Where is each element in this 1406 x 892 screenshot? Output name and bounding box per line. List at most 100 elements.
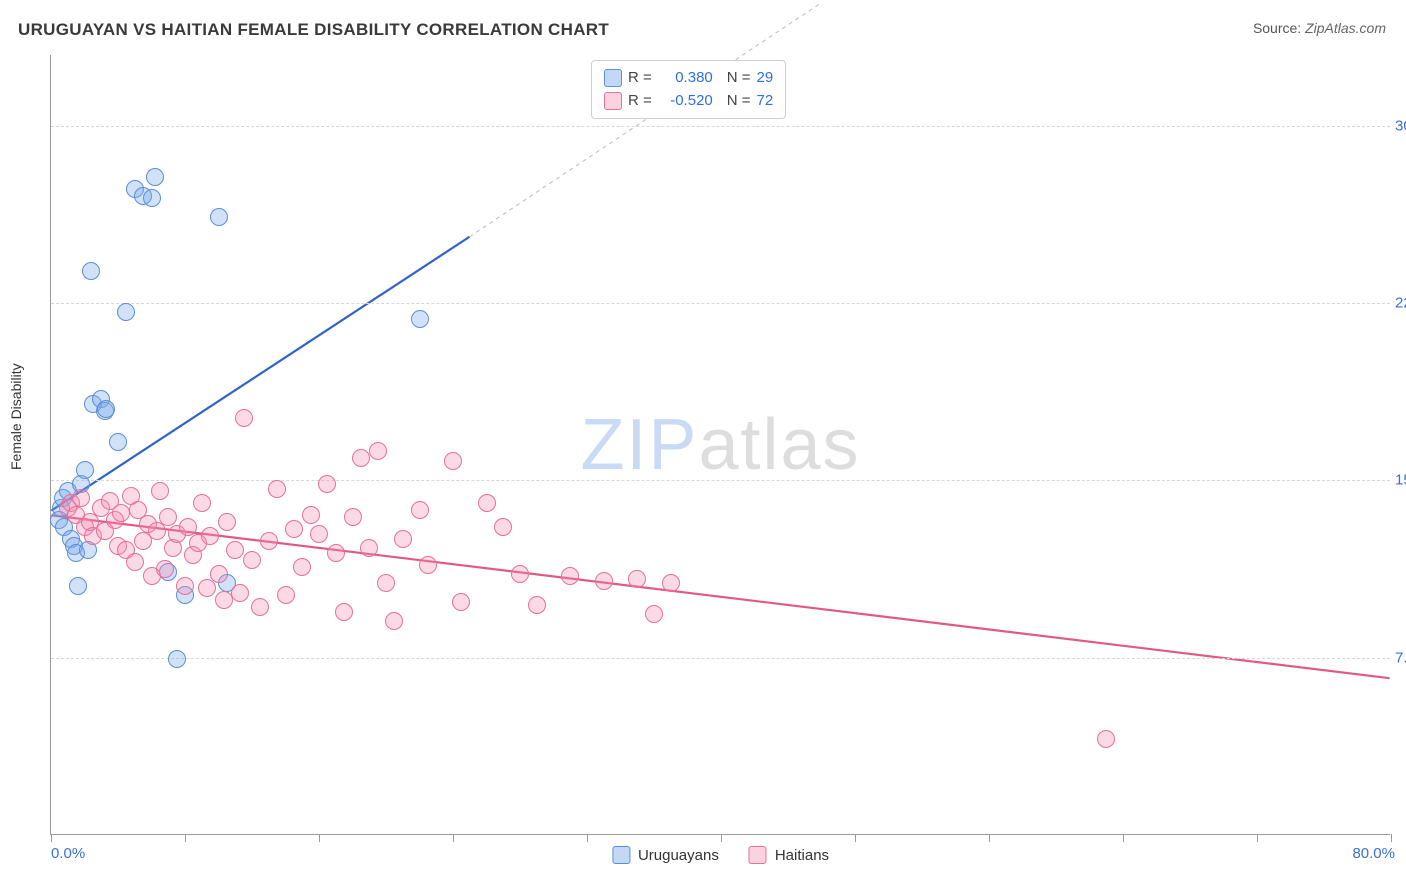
data-point [231,584,249,602]
gridline [51,303,1390,304]
x-axis-max-label: 80.0% [1352,845,1395,862]
y-tick-label: 22.5% [1395,295,1406,312]
chart-title: URUGUAYAN VS HAITIAN FEMALE DISABILITY C… [18,20,609,40]
series-legend-item: Uruguayans [612,846,719,864]
data-point [126,553,144,571]
data-point [528,596,546,614]
series-label: Uruguayans [638,847,719,864]
data-point [97,400,115,418]
data-point [198,579,216,597]
legend-swatch [612,846,630,864]
data-point [82,262,100,280]
r-label: R = [628,90,652,113]
legend-row: R = 0.380 N = 29 [604,67,773,90]
source-label: Source: [1253,20,1301,36]
data-point [210,565,228,583]
data-point [156,560,174,578]
r-value: 0.380 [658,67,713,90]
data-point [168,650,186,668]
n-value: 29 [757,67,774,90]
data-point [293,558,311,576]
data-point [179,518,197,536]
data-point [210,208,228,226]
x-axis-origin-label: 0.0% [51,845,85,862]
x-tick [587,834,588,842]
watermark: ZIPatlas [580,404,860,486]
data-point [344,508,362,526]
series-legend: Uruguayans Haitians [612,846,829,864]
y-axis-label: Female Disability [8,363,24,470]
data-point [226,541,244,559]
series-legend-item: Haitians [749,846,829,864]
data-point [176,577,194,595]
data-point [335,603,353,621]
data-point [109,433,127,451]
data-point [69,577,87,595]
r-label: R = [628,67,652,90]
data-point [369,442,387,460]
data-point [662,574,680,592]
y-tick-label: 30.0% [1395,117,1406,134]
data-point [310,525,328,543]
data-point [1097,730,1115,748]
data-point [112,504,130,522]
data-point [251,598,269,616]
data-point [327,544,345,562]
watermark-zip: ZIP [580,405,698,485]
n-label: N = [727,90,751,113]
data-point [444,452,462,470]
data-point [235,409,253,427]
data-point [218,513,236,531]
x-tick [51,834,52,842]
series-label: Haitians [775,847,829,864]
data-point [146,168,164,186]
data-point [148,522,166,540]
legend-swatch [604,69,622,87]
gridline [51,480,1390,481]
data-point [260,532,278,550]
x-tick [1257,834,1258,842]
data-point [302,506,320,524]
x-tick [1123,834,1124,842]
watermark-rest: atlas [698,405,860,485]
source-value: ZipAtlas.com [1305,20,1386,36]
data-point [243,551,261,569]
trend-line [51,237,469,511]
correlation-legend: R = 0.380 N = 29R =-0.520N =72 [591,60,786,119]
data-point [215,591,233,609]
n-label: N = [727,67,751,90]
data-point [72,489,90,507]
data-point [511,565,529,583]
data-point [394,530,412,548]
data-point [76,461,94,479]
data-point [268,480,286,498]
data-point [318,475,336,493]
data-point [452,593,470,611]
x-tick [453,834,454,842]
data-point [352,449,370,467]
legend-swatch [749,846,767,864]
data-point [151,482,169,500]
data-point [628,570,646,588]
data-point [143,189,161,207]
trend-line [51,515,1389,678]
data-point [193,494,211,512]
x-tick [319,834,320,842]
data-point [360,539,378,557]
data-point [411,501,429,519]
x-tick [1391,834,1392,842]
gridline [51,658,1390,659]
data-point [561,567,579,585]
x-tick [989,834,990,842]
x-tick [855,834,856,842]
trend-lines-layer [51,55,1390,834]
data-point [595,572,613,590]
gridline [51,126,1390,127]
y-tick-label: 7.5% [1395,649,1406,666]
x-tick [185,834,186,842]
data-point [159,508,177,526]
legend-row: R =-0.520N =72 [604,90,773,113]
data-point [419,556,437,574]
data-point [201,527,219,545]
data-point [277,586,295,604]
